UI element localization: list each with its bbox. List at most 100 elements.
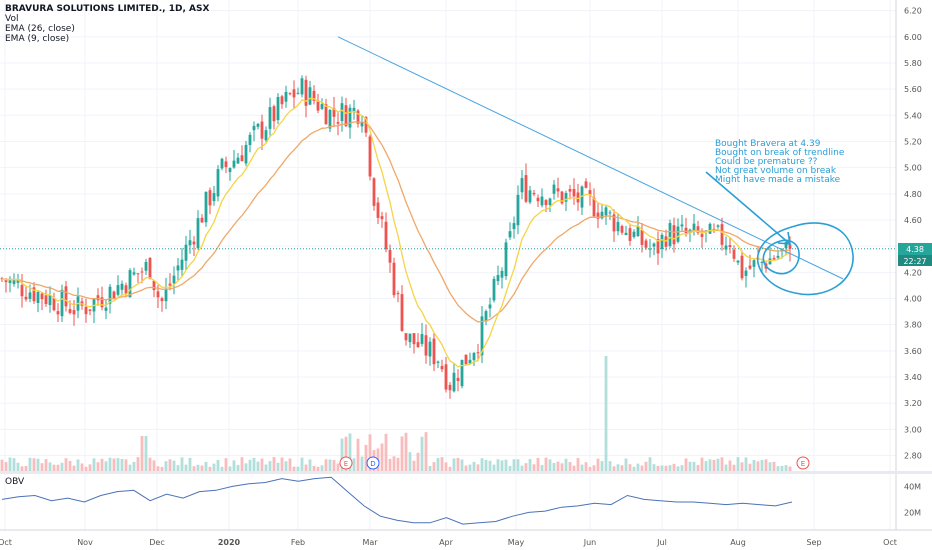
volume-bar [540, 465, 544, 471]
candle-body [156, 291, 160, 298]
candle-body [96, 295, 100, 301]
candle-body [736, 260, 740, 263]
candle-body [512, 223, 516, 230]
candle-body [632, 231, 636, 238]
volume-bar [776, 466, 780, 471]
candle-body [556, 188, 560, 192]
volume-bar [560, 463, 564, 471]
candle-body [596, 212, 600, 219]
annotation-group: Bought Bravera at 4.39 Bought on break o… [705, 139, 854, 296]
candle-body [24, 296, 28, 300]
volume-bar [28, 457, 32, 471]
candle-body [20, 285, 24, 297]
candle-body [628, 228, 632, 241]
volume-bar [32, 458, 36, 471]
candle-body [504, 242, 508, 277]
candle-body [708, 223, 712, 234]
candle-body [572, 188, 576, 197]
volume-bar [96, 462, 100, 471]
volume-bar [584, 462, 588, 471]
volume-bar [20, 466, 24, 471]
volume-bar [324, 459, 328, 471]
earnings-marker[interactable] [339, 456, 353, 470]
candle-body [184, 244, 188, 261]
candle-body [660, 234, 664, 249]
candle-body [448, 384, 452, 391]
volume-bar [164, 461, 168, 471]
candle-body [304, 79, 308, 106]
dividend-marker[interactable] [366, 456, 380, 470]
candle-body [716, 225, 720, 227]
candle-body [16, 280, 20, 283]
candle-body [668, 223, 672, 247]
time-tick: May [508, 538, 525, 547]
price-tick: 5.20 [904, 137, 922, 146]
panel-divider [0, 471, 932, 474]
volume-bar [480, 458, 484, 471]
time-tick: Feb [291, 538, 305, 547]
candle-body [160, 298, 164, 302]
candle-body [548, 198, 552, 206]
volume-bar [352, 458, 356, 471]
price-axis[interactable]: 6.206.005.805.605.405.205.004.804.604.40… [904, 7, 922, 461]
volume-bar [712, 459, 716, 471]
volume-bar [52, 464, 56, 471]
volume-bar [704, 461, 708, 471]
volume-bar [300, 457, 304, 471]
volume-bars [0, 356, 792, 471]
volume-bar [504, 459, 508, 471]
candle-body [488, 304, 492, 309]
volume-bar [580, 464, 584, 471]
candle-body [528, 190, 532, 203]
volume-bar [184, 464, 188, 471]
volume-bar [488, 460, 492, 471]
volume-bar [524, 463, 528, 471]
annotation-line-5: Might have made a mistake [715, 175, 841, 185]
volume-bar [624, 458, 628, 471]
volume-bar [768, 462, 772, 471]
countdown-box [898, 255, 932, 266]
volume-bar [748, 463, 752, 471]
candle-body [580, 186, 584, 208]
candle-body [480, 316, 484, 356]
price-tick: 3.80 [904, 321, 922, 330]
volume-bar [104, 461, 108, 471]
candle-body [212, 193, 216, 202]
obv-axis[interactable]: 40M 20M [904, 482, 921, 517]
price-tick: 3.00 [904, 425, 922, 434]
candle-body [636, 225, 640, 237]
volume-bar [564, 458, 568, 471]
volume-bar [120, 458, 124, 471]
volume-bar [288, 458, 292, 471]
candle-body [204, 191, 208, 223]
earnings-marker[interactable] [796, 456, 810, 470]
candle-body [180, 259, 184, 270]
volume-bar [356, 438, 360, 471]
time-axis[interactable]: Oct Nov Dec 2020 Feb Mar Apr May Jun Jul Aug Sep Oct [0, 538, 897, 547]
candle-body [248, 134, 252, 146]
candle-body [256, 123, 260, 127]
candle-body [768, 258, 772, 265]
volume-bar [12, 458, 16, 471]
candle-body [220, 158, 224, 169]
volume-bar [520, 465, 524, 471]
volume-bar [216, 460, 220, 471]
volume-bar [412, 460, 416, 471]
volume-bar [644, 461, 648, 471]
event-label: E [344, 460, 348, 468]
candle-body [368, 136, 372, 177]
volume-bar [260, 458, 264, 471]
ema9-line [1, 97, 791, 368]
volume-bar [272, 457, 276, 471]
volume-bar [664, 465, 668, 471]
volume-bar [292, 466, 296, 471]
volume-bar [304, 464, 308, 471]
volume-bar [428, 465, 432, 471]
trendline[interactable] [337, 36, 844, 280]
volume-bar [532, 464, 536, 471]
last-price-box [898, 243, 932, 255]
volume-bar [708, 459, 712, 471]
candle-body [164, 288, 168, 302]
